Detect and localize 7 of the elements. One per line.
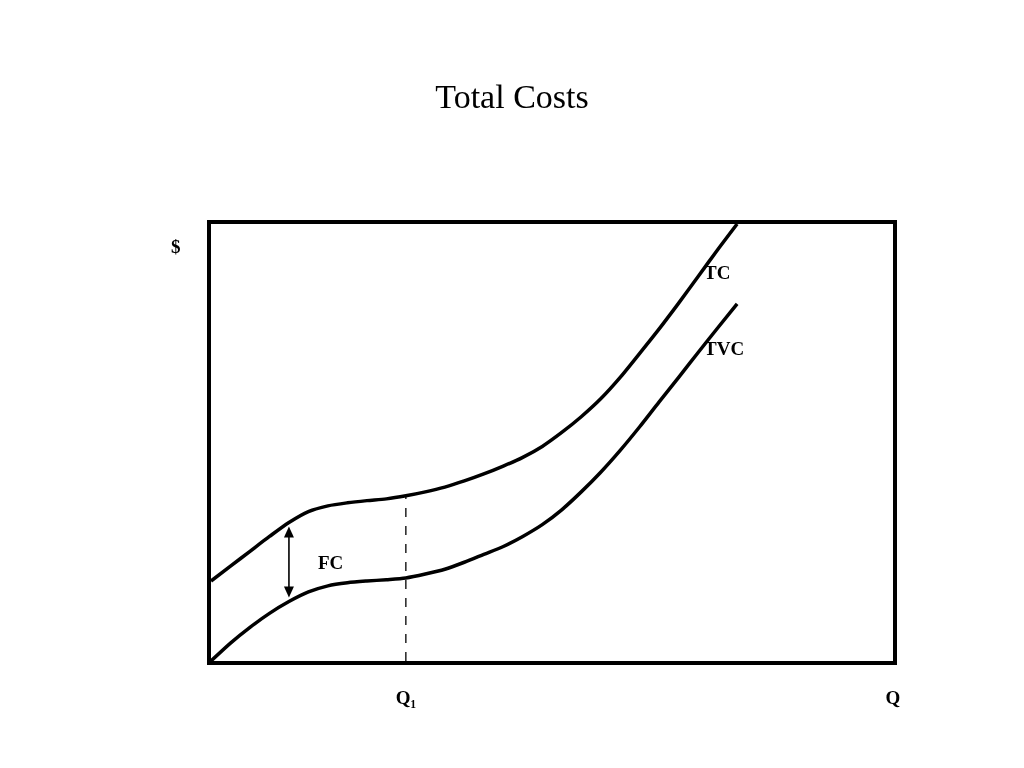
x-tick-label: Q — [885, 686, 901, 708]
x-tick-label: Q₁ — [395, 686, 417, 708]
series-label: TVC — [704, 338, 745, 359]
series-label: TC — [704, 262, 731, 283]
annotation: FC — [318, 552, 344, 573]
y-axis-title: $ — [171, 236, 181, 257]
chart-title: Total Costs — [435, 77, 589, 115]
